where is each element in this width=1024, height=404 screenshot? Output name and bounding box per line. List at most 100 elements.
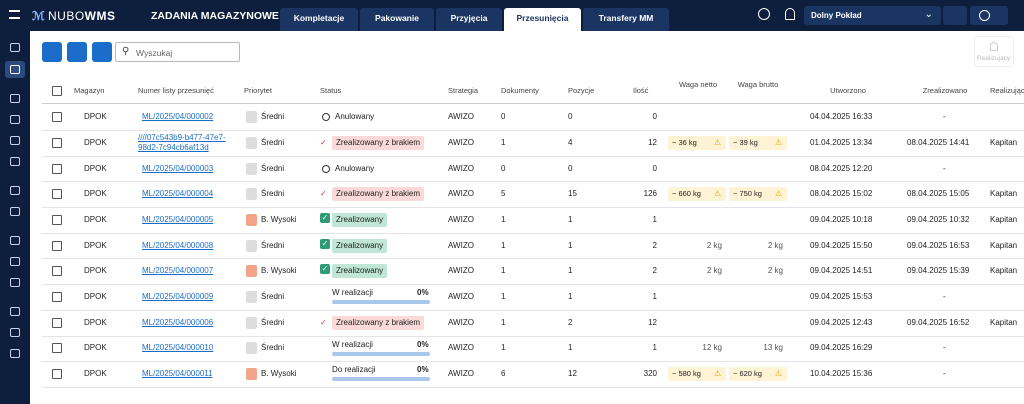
list-number[interactable]: ML/2025/04/000008: [142, 240, 214, 250]
nav-icon[interactable]: [10, 349, 20, 358]
row-checkbox[interactable]: [52, 343, 62, 354]
list-number[interactable]: ////07c543b9-b477-47e7-98d2-7c94cb6af13d: [138, 132, 226, 152]
nav-icon[interactable]: [10, 157, 20, 166]
status-icon: ✓: [320, 264, 330, 275]
positions: 1: [568, 343, 573, 353]
search-box[interactable]: ⚲ Wyszukaj: [115, 42, 240, 62]
priority-icon: [246, 368, 257, 381]
nav-icon[interactable]: [10, 328, 20, 337]
completed-empty: -: [943, 111, 946, 121]
nav-icon[interactable]: [10, 278, 20, 287]
row-checkbox[interactable]: [52, 137, 62, 148]
nav-icon[interactable]: [10, 236, 20, 245]
user-button[interactable]: [970, 6, 1008, 25]
table-row[interactable]: [42, 284, 1024, 311]
progress-bar: [332, 351, 430, 356]
settings-button[interactable]: [67, 42, 87, 62]
table-row[interactable]: [42, 156, 1024, 183]
warehouse: DPOK: [84, 214, 107, 224]
status: Anulowany: [335, 163, 375, 173]
nav-icon: [10, 65, 20, 74]
refresh-button[interactable]: [42, 42, 62, 62]
created: 08.04.2025 15:02: [810, 189, 873, 199]
table-row[interactable]: [42, 336, 1024, 363]
notifications-button[interactable]: [785, 8, 795, 20]
weight: 2 kg: [706, 266, 722, 276]
priority: B. Wysoki: [261, 214, 297, 224]
warning-icon: ⚠: [775, 137, 783, 147]
table-row[interactable]: [42, 361, 1024, 388]
logo-text: NUBOWMS: [48, 9, 116, 23]
header-checkbox[interactable]: [52, 86, 62, 96]
table-row[interactable]: [42, 181, 1024, 209]
fullscreen-button[interactable]: [943, 6, 967, 25]
row-checkbox[interactable]: [52, 369, 62, 380]
progress-label: 0%: [417, 339, 429, 349]
weight: 2 kg: [767, 240, 783, 250]
row-checkbox[interactable]: [52, 214, 62, 225]
realizer-button[interactable]: Realizujący: [974, 36, 1014, 67]
nav-icon[interactable]: [10, 257, 20, 266]
column-header: Realizujący: [990, 86, 1024, 95]
completed-empty: -: [943, 163, 946, 173]
status-icon: [322, 112, 330, 121]
list-number[interactable]: ML/2025/04/000011: [142, 369, 213, 379]
priority-icon: [246, 110, 257, 123]
filter-button[interactable]: [92, 42, 112, 62]
tab[interactable]: Kompletacje: [280, 8, 358, 31]
menu-button[interactable]: [9, 10, 20, 19]
warehouse-select[interactable]: Dolny Pokład ⌄: [804, 6, 941, 25]
documents: 1: [501, 266, 506, 276]
row-checkbox[interactable]: [52, 111, 62, 122]
documents: 0: [501, 111, 506, 121]
nav-icon[interactable]: [10, 207, 20, 216]
tab[interactable]: Przyjęcia: [436, 8, 502, 31]
nav-icon[interactable]: [10, 94, 20, 103]
strategy: AWIZO: [448, 317, 474, 327]
list-number[interactable]: ML/2025/04/000004: [142, 189, 214, 199]
status: Zrealizowany z brakiem: [332, 135, 425, 150]
row-checkbox[interactable]: [52, 163, 62, 174]
row-checkbox[interactable]: [52, 266, 62, 277]
column-header: Magazyn: [74, 86, 105, 95]
weight: 2 kg: [706, 240, 722, 250]
table-row[interactable]: [42, 233, 1024, 260]
tab[interactable]: Przesunięcia: [504, 8, 581, 31]
table-row[interactable]: [42, 207, 1024, 234]
table-row[interactable]: [42, 130, 1024, 157]
warehouse: DPOK: [84, 369, 107, 379]
list-number[interactable]: ML/2025/04/000006: [142, 317, 214, 327]
status: Do realizacji: [332, 365, 376, 375]
row-checkbox[interactable]: [52, 317, 62, 328]
positions: 1: [568, 292, 573, 302]
documents: 1: [501, 343, 506, 353]
logo: ℳ: [32, 9, 45, 23]
nav-icon[interactable]: [10, 115, 20, 124]
list-number[interactable]: ML/2025/04/000010: [142, 343, 214, 353]
list-number[interactable]: ML/2025/04/000009: [142, 292, 214, 302]
nav-icon[interactable]: [10, 136, 20, 145]
status: W realizacji: [332, 339, 373, 349]
row-checkbox[interactable]: [52, 292, 62, 303]
theme-button[interactable]: [758, 8, 770, 20]
row-checkbox[interactable]: [52, 189, 62, 200]
list-number[interactable]: ML/2025/04/000003: [142, 163, 214, 173]
warehouse: DPOK: [84, 240, 107, 250]
completed-empty: -: [943, 369, 946, 379]
quantity: 1: [652, 343, 657, 353]
table-row[interactable]: [42, 104, 1024, 131]
nav-icon[interactable]: [10, 43, 20, 52]
list-number[interactable]: ML/2025/04/000007: [142, 266, 214, 276]
completed: 08.04.2025 14:41: [907, 137, 970, 147]
table-row[interactable]: [42, 310, 1024, 337]
table-row[interactable]: [42, 259, 1024, 286]
nav-icon[interactable]: [10, 307, 20, 316]
weight-estimate: ~ 39 kg: [733, 137, 758, 147]
list-number[interactable]: ML/2025/04/000005: [142, 214, 214, 224]
list-number[interactable]: ML/2025/04/000002: [142, 111, 214, 121]
tab[interactable]: Pakowanie: [360, 8, 434, 31]
search-icon: ⚲: [122, 46, 130, 57]
nav-icon[interactable]: [10, 186, 20, 195]
row-checkbox[interactable]: [52, 240, 62, 251]
tab[interactable]: Transfery MM: [583, 8, 669, 31]
